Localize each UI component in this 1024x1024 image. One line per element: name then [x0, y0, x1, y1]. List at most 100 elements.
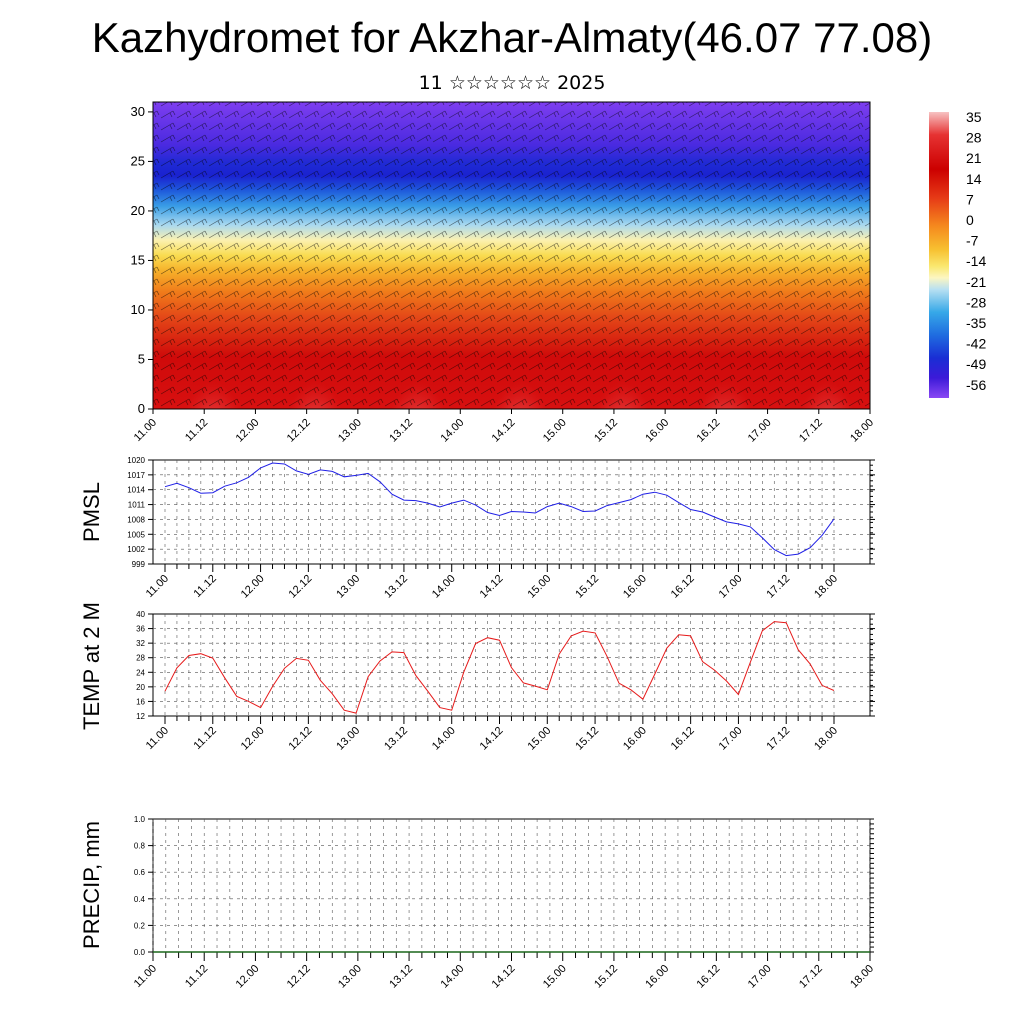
colorbar-label: 21	[966, 150, 982, 166]
y-tick-label: 28	[136, 654, 145, 663]
y-tick-label: 36	[136, 625, 145, 634]
section-x-tick-label: 12.12	[285, 417, 313, 445]
precip-x-tick-label: 18.00	[848, 963, 876, 991]
precip-x-tick-label: 11.12	[183, 963, 210, 990]
section-x-tick-label: 18.00	[848, 417, 876, 445]
precip-x-tick-label: 12.00	[234, 963, 262, 991]
y-tick-label: 1002	[127, 545, 145, 554]
section-x-axis: 11.00 11.12 12.00 12.12 13.00 13.12 14.00 14.12…	[132, 409, 876, 445]
date-month: ☆☆☆☆☆☆	[448, 72, 552, 94]
precip-x-tick-label: 16.00	[643, 963, 671, 991]
y-tick-label: 24	[136, 668, 145, 677]
x-tick-label: 15.12	[573, 725, 601, 753]
section-x-tick-label: 11.12	[183, 417, 210, 444]
section-x-tick-label: 14.12	[490, 417, 518, 445]
pmsl-y-label: PMSL	[79, 482, 104, 542]
precip-x-tick-label: 15.00	[541, 963, 569, 991]
precip-y-tick-label: 0.0	[134, 948, 146, 957]
precip-x-tick-label: 12.12	[285, 963, 313, 991]
temp-panel: 40 36 32 28 24 20 16 12 11.00 11.12 12.00 12.12 13.…	[79, 602, 875, 753]
x-tick-label: 17.12	[764, 573, 792, 601]
colorbar-label: -21	[966, 274, 986, 290]
section-x-tick-label: 17.00	[746, 417, 774, 445]
temp-x-axis: 11.00 11.12 12.00 12.12 13.00 13.12 14.00 14.12…	[144, 716, 840, 753]
temp-grid	[153, 614, 870, 716]
precip-y-label: PRECIP, mm	[79, 821, 104, 949]
colorbar: 35 28 21 14 7 0 -7 -14 -21 -28 -35 -42 -49 -56	[929, 109, 986, 398]
y-tick-label: 20	[136, 683, 145, 692]
page-title: Kazhydromet for Akzhar-Almaty(46.07 77.0…	[91, 14, 933, 61]
colorbar-label: 7	[966, 191, 974, 207]
colorbar-label: 14	[966, 171, 982, 187]
section-x-tick-label: 13.12	[387, 417, 415, 445]
section-x-tick-label: 12.00	[234, 417, 262, 445]
precip-panel: 1.00.80.60.40.20.0 11.00 11.12 12.00 12.12 1…	[79, 815, 876, 991]
x-tick-label: 13.12	[382, 725, 410, 753]
section-x-tick-label: 17.12	[797, 417, 825, 445]
x-tick-label: 15.00	[525, 725, 553, 753]
temp-y-axis: 40 36 32 28 24 20 16 12	[136, 610, 875, 721]
colorbar-label: 35	[966, 109, 982, 125]
y-tick-label: 1008	[127, 515, 145, 524]
section-x-tick-label: 15.12	[592, 417, 620, 445]
x-tick-label: 11.00	[144, 725, 171, 752]
y-tick-label: 1014	[127, 486, 145, 495]
x-tick-label: 14.12	[478, 573, 506, 601]
temp-series-line	[164, 621, 835, 714]
x-tick-label: 13.12	[382, 573, 410, 601]
precip-grid	[152, 819, 871, 952]
y-tick-label: 12	[136, 712, 145, 721]
precip-x-tick-label: 16.12	[695, 963, 723, 991]
colorbar-label: -14	[966, 253, 986, 269]
x-tick-label: 17.00	[717, 573, 745, 601]
precip-y-tick-label: 0.8	[134, 842, 146, 851]
x-tick-label: 11.12	[192, 725, 219, 752]
colorbar-labels: 35 28 21 14 7 0 -7 -14 -21 -28 -35 -42 -49 -56	[966, 109, 986, 393]
colorbar-ramp	[929, 112, 949, 398]
colorbar-label: -7	[966, 233, 979, 249]
x-tick-label: 12.12	[287, 725, 315, 753]
x-tick-label: 17.00	[717, 725, 745, 753]
precip-x-tick-label: 14.00	[438, 963, 466, 991]
x-tick-label: 11.00	[144, 573, 171, 600]
pmsl-y-axis: 1020 1017 1014 1011 1008 1005 1002 999	[127, 456, 875, 569]
section-y-tick-label: 0	[138, 401, 145, 416]
section-y-tick-label: 5	[138, 351, 145, 366]
x-tick-label: 12.12	[287, 573, 315, 601]
section-x-tick-label: 14.00	[438, 417, 466, 445]
x-tick-label: 14.00	[430, 725, 458, 753]
section-x-tick-label: 13.00	[336, 417, 364, 445]
y-tick-label: 16	[136, 697, 145, 706]
pmsl-series-line	[164, 462, 835, 557]
section-x-tick-label: 11.00	[132, 417, 159, 444]
section-x-tick-label: 16.00	[643, 417, 671, 445]
x-tick-label: 14.00	[430, 573, 458, 601]
y-tick-label: 32	[136, 639, 145, 648]
colorbar-label: -49	[966, 356, 986, 372]
temp-y-label: TEMP at 2 M	[79, 602, 104, 730]
section-y-tick-label: 30	[131, 104, 145, 119]
y-tick-label: 40	[136, 610, 145, 619]
x-tick-label: 13.00	[334, 725, 362, 753]
colorbar-label: 0	[966, 212, 974, 228]
y-tick-label: 1005	[127, 530, 145, 539]
precip-y-tick-label: 0.6	[134, 868, 146, 877]
precip-y-tick-label: 1.0	[134, 815, 146, 824]
wind-barbs	[153, 102, 870, 409]
y-tick-label: 999	[132, 560, 146, 569]
colorbar-label: -42	[966, 336, 986, 352]
x-tick-label: 14.12	[478, 725, 506, 753]
date-day: 11	[418, 72, 443, 94]
x-tick-label: 15.00	[525, 573, 553, 601]
precip-x-tick-label: 13.12	[387, 963, 415, 991]
x-tick-label: 16.00	[621, 725, 649, 753]
precip-x-axis: 11.00 11.12 12.00 12.12 13.00 13.12 14.00 14.12…	[132, 952, 876, 991]
x-tick-label: 13.00	[334, 573, 362, 601]
x-tick-label: 16.12	[669, 573, 697, 601]
precip-y-tick-label: 0.4	[134, 895, 146, 904]
precip-y-tick-label: 0.2	[134, 921, 146, 930]
x-tick-label: 11.12	[192, 573, 219, 600]
pmsl-x-axis: 11.00 11.12 12.00 12.12 13.00 13.12 14.00 14.12…	[144, 564, 840, 601]
